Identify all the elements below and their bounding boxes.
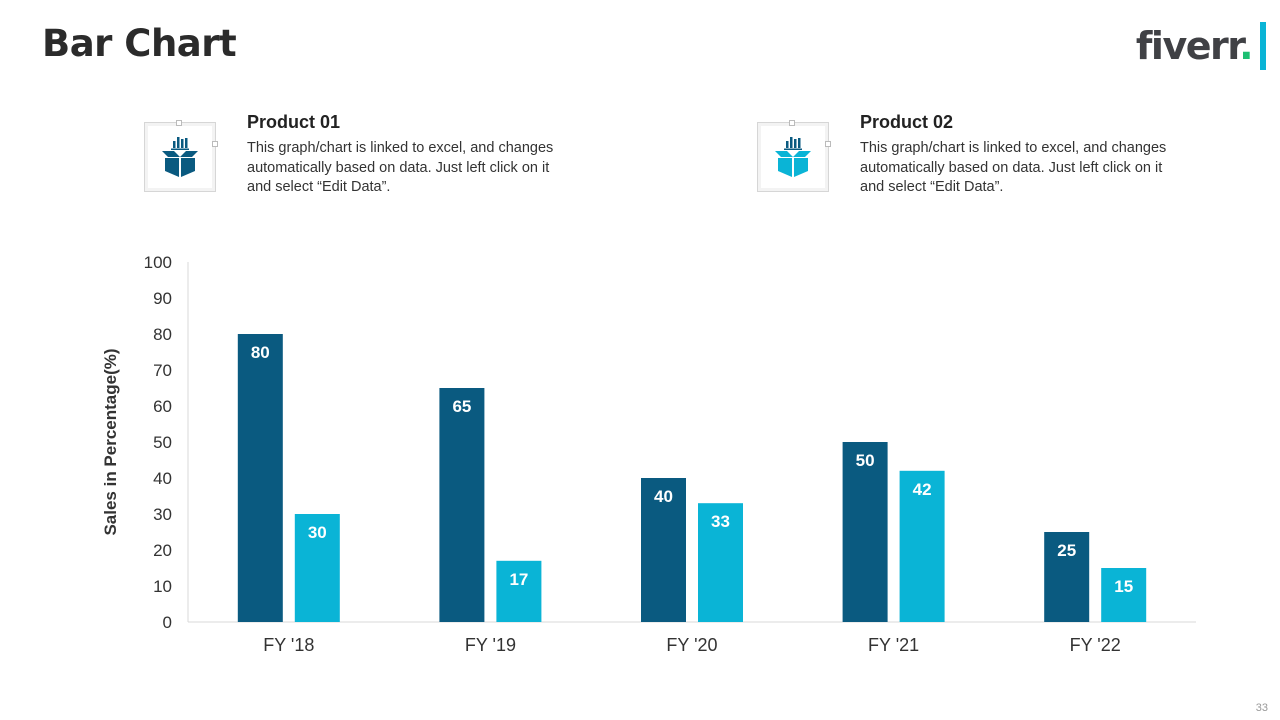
data-label: 50	[856, 451, 875, 470]
bar-2-3	[698, 503, 743, 622]
frame-handle	[176, 120, 182, 126]
slide-title: Bar Chart	[42, 22, 237, 65]
product-01-icon-frame	[144, 120, 218, 192]
bar-2-4	[899, 470, 945, 622]
data-label: 25	[1057, 541, 1076, 560]
y-tick-label: 30	[153, 505, 172, 524]
y-tick-label: 20	[153, 541, 172, 560]
product-02-description: This graph/chart is linked to excel, and…	[860, 140, 1167, 195]
y-tick-label: 90	[153, 289, 172, 308]
data-label: 15	[1114, 577, 1133, 596]
bar-2-5	[1101, 568, 1147, 622]
y-tick-label: 50	[153, 433, 172, 452]
frame-handle	[825, 141, 831, 147]
bar-2-1	[294, 514, 340, 622]
y-axis-label: Sales in Percentage(%)	[101, 348, 120, 535]
product-01-description: This graph/chart is linked to excel, and…	[247, 140, 554, 195]
box-chart-icon	[775, 137, 811, 177]
y-tick-label: 10	[153, 577, 172, 596]
data-label: 42	[913, 480, 932, 499]
logo-word: fiverr	[1135, 24, 1241, 68]
data-label: 40	[654, 487, 673, 506]
y-tick-label: 100	[144, 253, 172, 272]
frame-handle	[212, 141, 218, 147]
bar-2-2	[496, 560, 542, 622]
fiverr-logo: fiverr.	[1136, 22, 1266, 70]
x-tick-label: FY '19	[465, 635, 516, 655]
bar-1-1	[237, 334, 283, 622]
logo-accent-bar	[1260, 22, 1266, 70]
y-tick-label: 60	[153, 397, 172, 416]
y-tick-label: 0	[163, 613, 172, 632]
product-02-icon-frame	[757, 120, 831, 192]
y-tick-label: 40	[153, 469, 172, 488]
x-tick-label: FY '21	[868, 635, 919, 655]
product-02-name: Product 02	[860, 112, 954, 132]
y-tick-label: 80	[153, 325, 172, 344]
bar-1-2	[439, 388, 485, 622]
y-tick-label: 70	[153, 361, 172, 380]
logo-text: fiverr.	[1135, 24, 1254, 68]
data-label: 65	[452, 397, 471, 416]
page-number: 33	[1255, 702, 1268, 714]
data-label: 17	[509, 570, 528, 589]
bar-1-3	[641, 478, 686, 622]
data-label: 30	[308, 523, 327, 542]
frame-handle	[789, 120, 795, 126]
logo-dot: .	[1239, 24, 1253, 68]
x-tick-label: FY '22	[1070, 635, 1121, 655]
x-tick-label: FY '20	[666, 635, 717, 655]
bar-1-5	[1044, 532, 1090, 622]
data-label: 33	[711, 512, 730, 531]
product-01-name: Product 01	[247, 112, 341, 132]
bar-1-4	[842, 442, 888, 622]
box-chart-icon	[162, 137, 198, 177]
product-02-card: Product 02 This graph/chart is linked to…	[757, 112, 1177, 202]
data-label: 80	[251, 343, 270, 362]
x-tick-label: FY '18	[263, 635, 314, 655]
product-01-card: Product 01 This graph/chart is linked to…	[144, 112, 564, 202]
